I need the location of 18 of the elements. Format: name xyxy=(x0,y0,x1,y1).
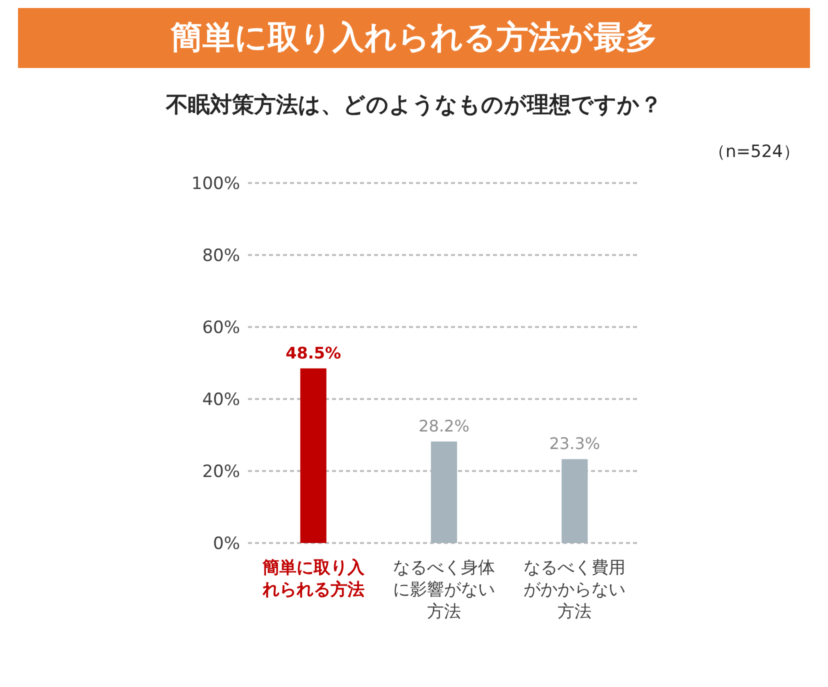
bar xyxy=(562,459,588,543)
bar xyxy=(300,368,326,543)
chart-title: 簡単に取り入れられる方法が最多 xyxy=(18,8,810,68)
y-tick-label: 40% xyxy=(202,390,240,410)
text: （n=524） xyxy=(708,141,800,163)
data-label: 23.3% xyxy=(549,434,600,454)
x-tick-label: なるべく費用がかからない方法 xyxy=(524,558,626,622)
bar xyxy=(430,441,458,543)
x-tick-label: なるべく身体に影響がない方法 xyxy=(393,558,495,622)
y-tick-label: 100% xyxy=(191,174,240,194)
y-tick-label: 80% xyxy=(202,246,240,266)
y-tick-label: 0% xyxy=(213,534,240,554)
y-tick-label: 60% xyxy=(202,318,240,338)
data-label: 28.2% xyxy=(418,416,470,436)
data-label: 48.5% xyxy=(286,343,342,362)
x-tick-label: 簡単に取り入れられる方法 xyxy=(261,558,366,600)
y-tick-label: 20% xyxy=(202,462,240,482)
chart-subtitle: 不眠対策方法は、どのようなものが理想ですか？ xyxy=(164,92,663,120)
